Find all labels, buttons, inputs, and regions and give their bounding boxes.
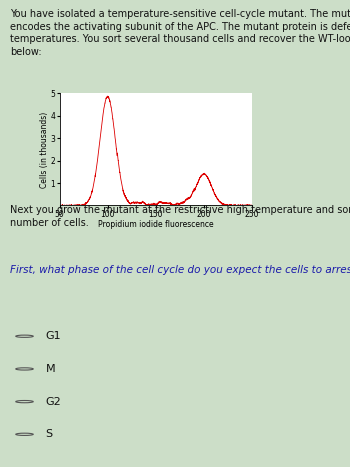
Y-axis label: Cells (in thousands): Cells (in thousands) [40,111,49,188]
Text: You have isolated a temperature-sensitive cell-cycle mutant. The mutated gene
en: You have isolated a temperature-sensitiv… [10,9,350,57]
Text: S: S [46,429,52,439]
X-axis label: Propidium iodide fluorescence: Propidium iodide fluorescence [98,220,214,229]
Text: Next you grow the mutant at the restrictive high temperature and sort an equal
n: Next you grow the mutant at the restrict… [10,205,350,228]
Text: First, what phase of the cell cycle do you expect the cells to arrest in?: First, what phase of the cell cycle do y… [10,265,350,275]
Text: M: M [46,364,55,374]
Text: G1: G1 [46,331,61,341]
Text: G2: G2 [46,396,61,407]
